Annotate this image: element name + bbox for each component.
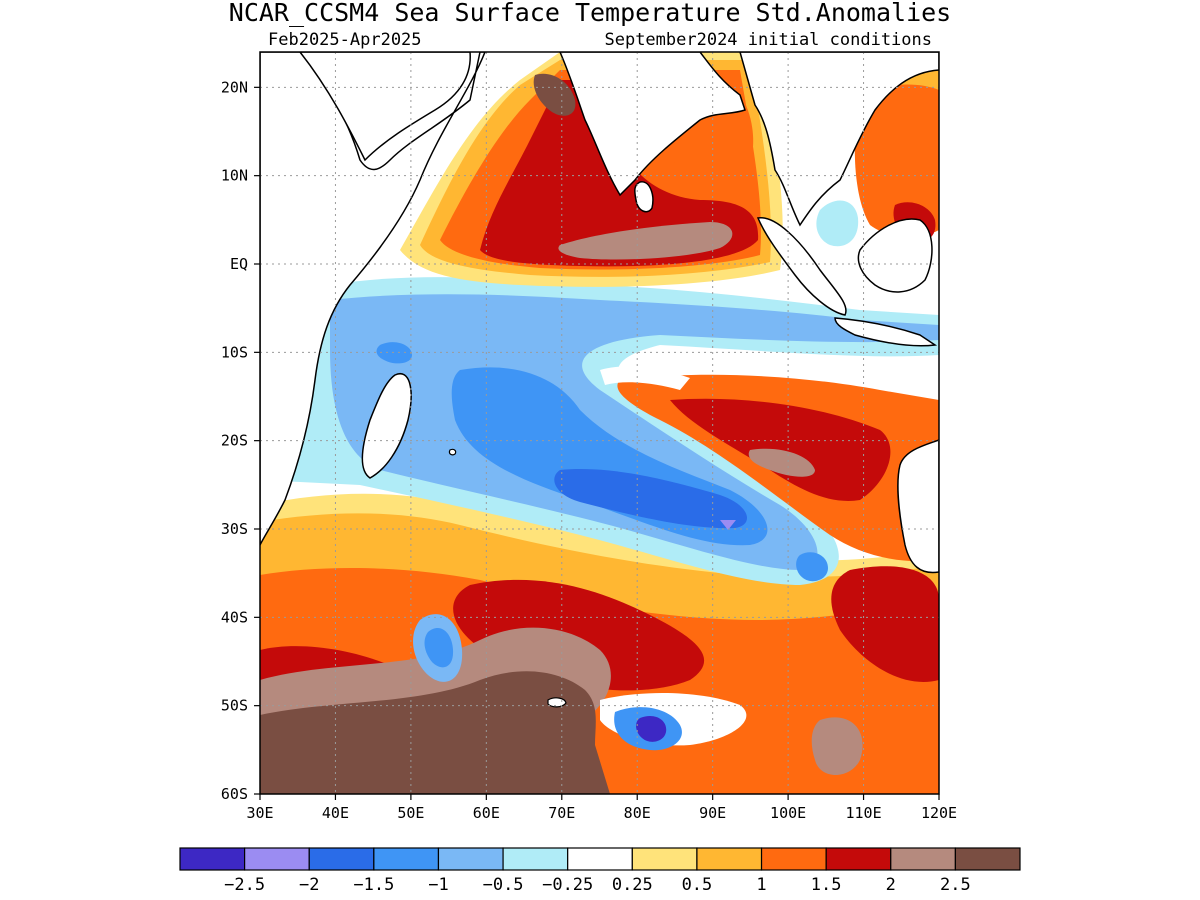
anomaly-region-west-blue [376,342,412,364]
colorbar-label: −2 [299,875,319,895]
colorbar-label: −1.5 [353,875,394,895]
y-tick-label: 50S [221,697,248,715]
map-frame [259,51,940,795]
colorbar-swatch [502,847,569,871]
colorbar-swatch [567,847,633,871]
anomaly-region-south-purple [636,715,667,742]
colorbar-swatch [308,847,375,871]
colorbar-swatch [890,847,956,871]
colorbar-swatch [179,847,246,871]
y-tick-label: 30S [221,520,248,538]
latitude-axis: 20N 10N EQ 10S 20S 30S 40S 50S 60S [221,78,260,803]
anomaly-region-se-tan [811,717,863,775]
land-kerguelen [547,697,567,708]
colorbar-swatch [760,847,827,871]
colorbar-label: 2.5 [940,875,971,895]
colorbar-label: −2.5 [224,875,265,895]
land-australia [897,439,939,574]
colorbar-label: 1 [756,875,766,895]
anomaly-region-east-blue-eddy [796,552,828,582]
period-subtitle: Feb2025-Apr2025 [268,30,422,50]
land-sumatra [756,217,847,316]
y-tick-label: EQ [230,255,248,273]
plot-area [260,52,939,794]
colorbar: −2.5 −2 −1.5 −1 −0.5 −0.25 0.25 0.5 1 1.5 2 2.5 [179,847,1021,895]
init-conditions-subtitle: September2024 initial conditions [604,30,932,50]
y-tick-label: 10N [221,167,248,185]
anomaly-region-south-light-orange [260,506,939,620]
colorbar-swatch [825,847,892,871]
colorbar-swatch [696,847,763,871]
y-tick-label: 20N [221,78,248,96]
anomaly-region-southeast-red [831,566,939,682]
land-southeast-asia [739,52,939,227]
anomaly-region-south-yellow [260,493,939,577]
x-tick-label: 40E [322,804,349,822]
colorbar-label: −1 [428,875,448,895]
colorbar-label: 2 [886,875,896,895]
y-tick-label: 20S [221,432,248,450]
anomaly-region-east-orange [854,78,939,237]
x-tick-label: 60E [473,804,500,822]
land-borneo [857,218,933,293]
land-africa [260,52,486,546]
land-java [834,317,938,347]
colorbar-swatch [437,847,504,871]
anomaly-region-scs-lightblue [816,200,859,247]
land-mauritius [448,448,457,456]
anomaly-region-south-brown [260,671,610,794]
x-tick-label: 100E [770,804,806,822]
colorbar-label: 1.5 [811,875,842,895]
colorbar-swatch [244,847,310,871]
y-tick-label: 10S [221,343,248,361]
colorbar-label: 0.25 [612,875,653,895]
x-tick-label: 90E [699,804,726,822]
land-sri-lanka [634,181,654,213]
colorbar-swatch [373,847,440,871]
map-grid [260,52,939,794]
anomaly-region-se-tan-core [748,448,815,477]
anomaly-region-central-deep-blue [554,469,747,529]
colorbar-label: −0.5 [483,875,524,895]
colorbar-label: −0.25 [542,875,593,895]
land-arabia [299,52,471,162]
x-tick-label: 50E [397,804,424,822]
y-tick-label: 40S [221,608,248,626]
map-title: NCAR_CCSM4 Sea Surface Temperature Std.A… [229,0,951,27]
x-tick-label: 30E [246,804,273,822]
anomaly-region-central-blue [330,294,939,570]
x-tick-label: 120E [921,804,957,822]
anomaly-region-arabian-brown [533,73,576,116]
colorbar-swatch [954,847,1021,871]
colorbar-label: 0.5 [682,875,713,895]
colorbar-swatch [631,847,698,871]
anomaly-region-sw-blue-core [424,628,454,668]
y-tick-label: 60S [221,785,248,803]
x-tick-label: 110E [845,804,881,822]
x-tick-label: 80E [624,804,651,822]
anomaly-region-north-tan [558,222,733,260]
longitude-axis: 30E 40E 50E 60E 70E 80E 90E 100E 110E 120E [246,794,957,822]
anomaly-region-central-purple [720,520,736,530]
anomaly-region-se-white-edge [600,366,690,390]
x-tick-label: 70E [548,804,575,822]
